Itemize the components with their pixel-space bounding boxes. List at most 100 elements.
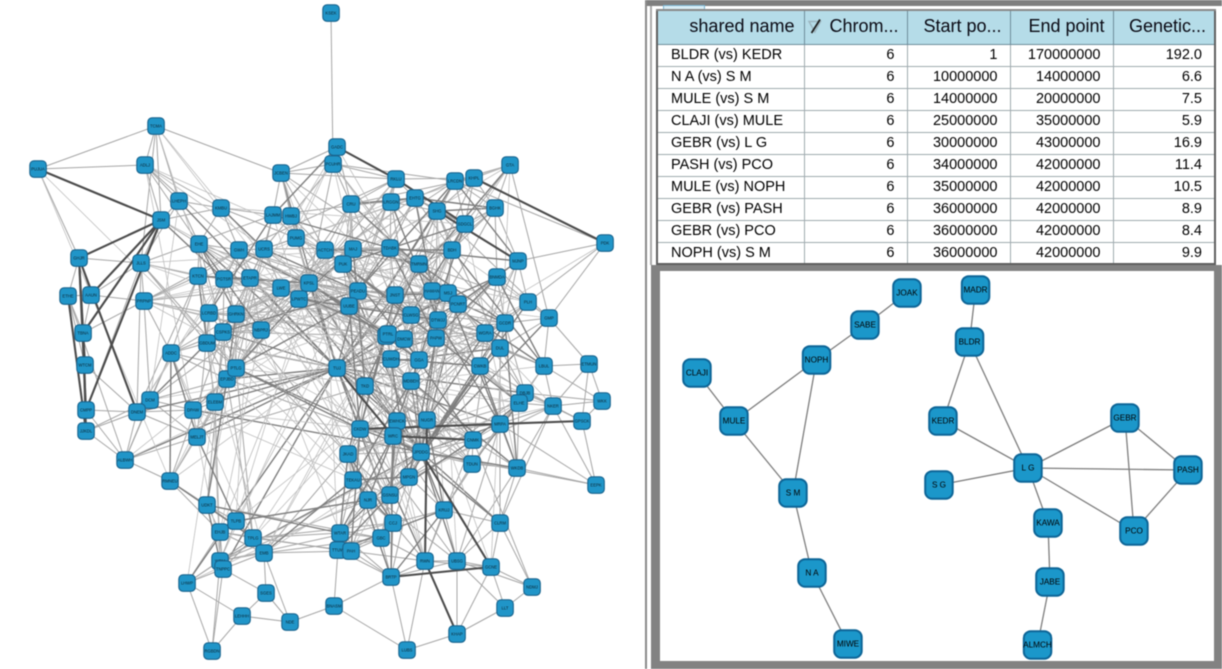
svg-text:DMCW: DMCW [397, 337, 411, 342]
svg-text:SDGCL: SDGCL [458, 222, 473, 227]
svg-text:PAPW: PAPW [430, 336, 442, 341]
svg-text:WTCM: WTCM [78, 363, 92, 368]
svg-text:WKK: WKK [597, 399, 607, 404]
svg-text:GTA: GTA [506, 163, 515, 168]
svg-text:ELEBM: ELEBM [208, 400, 223, 405]
svg-text:ETAPR: ETAPR [243, 276, 257, 281]
svg-text:GADC: GADC [331, 145, 343, 150]
svg-text:PCUHR: PCUHR [326, 162, 341, 167]
svg-text:AAUN: AAUN [85, 293, 97, 298]
svg-text:TEKAU: TEKAU [346, 478, 360, 483]
svg-text:CLAJI: CLAJI [686, 369, 708, 378]
svg-text:TBNA: TBNA [77, 331, 88, 336]
svg-text:SGES: SGES [260, 591, 272, 596]
svg-text:CRU: CRU [346, 202, 355, 207]
svg-text:RKLU: RKLU [390, 177, 401, 182]
svg-text:GPSCK: GPSCK [575, 419, 590, 424]
svg-text:UUBE: UUBE [343, 304, 355, 309]
svg-text:WTAR: WTAR [334, 531, 346, 536]
svg-text:LRCDN: LRCDN [448, 179, 462, 184]
svg-text:GMP: GMP [544, 316, 554, 321]
svg-text:JNST: JNST [390, 293, 401, 298]
svg-text:KEDR: KEDR [932, 417, 955, 426]
svg-text:PTRL: PTRL [383, 332, 394, 337]
svg-text:LHEPH: LHEPH [172, 199, 186, 204]
svg-text:LHWP: LHWP [181, 581, 193, 586]
svg-text:LWE: LWE [277, 286, 286, 291]
svg-text:NKER: NKER [547, 404, 559, 409]
svg-text:UCRS: UCRS [258, 247, 270, 252]
svg-text:LBUL: LBUL [539, 364, 550, 369]
svg-text:TMRMN: TMRMN [411, 262, 427, 267]
svg-text:KSEK: KSEK [325, 11, 336, 16]
svg-text:NOPH: NOPH [805, 356, 829, 365]
svg-text:MELJT: MELJT [190, 435, 204, 440]
svg-text:JLLS: JLLS [136, 261, 146, 266]
svg-text:GSNSU: GSNSU [383, 493, 398, 498]
svg-text:MULE: MULE [723, 417, 746, 426]
svg-text:DPAW: DPAW [187, 408, 199, 413]
svg-text:WGRA: WGRA [478, 331, 491, 336]
svg-text:PASH: PASH [1177, 466, 1199, 475]
svg-text:PLH: PLH [524, 300, 532, 305]
svg-text:PUJUA: PUJUA [31, 167, 45, 172]
svg-text:EHJB: EHJB [215, 530, 226, 535]
svg-text:EMB: EMB [259, 551, 268, 556]
svg-text:SHG: SHG [432, 209, 441, 214]
svg-text:MAJ: MAJ [349, 247, 357, 252]
svg-text:JKAD: JKAD [343, 452, 354, 457]
svg-text:UBSG: UBSG [451, 559, 463, 564]
svg-text:DNEM: DNEM [131, 410, 144, 415]
svg-text:HAMAN: HAMAN [424, 289, 439, 294]
svg-text:LCRBD: LCRBD [202, 311, 216, 316]
svg-text:LUBS: LUBS [402, 648, 413, 653]
svg-text:NDMJ: NDMJ [526, 585, 538, 590]
svg-text:ETMUN: ETMUN [582, 362, 597, 367]
svg-text:DTWJJ: DTWJJ [431, 318, 445, 323]
svg-text:TDABK: TDABK [383, 246, 397, 251]
svg-text:PEADU: PEADU [351, 289, 365, 294]
svg-text:KRUJ: KRUJ [439, 508, 450, 513]
svg-text:N A: N A [805, 569, 819, 578]
svg-text:EHE: EHE [195, 242, 204, 247]
svg-text:CUWDH: CUWDH [383, 357, 399, 362]
svg-text:CLWSG: CLWSG [403, 313, 418, 318]
svg-text:DBJB: DBJB [520, 391, 531, 396]
svg-text:MIWE: MIWE [837, 640, 860, 649]
svg-text:BDH: BDH [448, 248, 457, 253]
svg-text:JSM: JSM [157, 218, 166, 223]
svg-text:BRTP: BRTP [385, 575, 396, 580]
svg-text:CWKB: CWKB [474, 364, 487, 369]
svg-text:S G: S G [932, 481, 946, 490]
svg-text:PGTSR: PGTSR [217, 277, 231, 282]
svg-text:ACTCH: ACTCH [318, 248, 332, 253]
svg-text:EEPK: EEPK [590, 483, 601, 488]
svg-text:LRGGN: LRGGN [384, 200, 399, 205]
svg-text:NDE: NDE [286, 620, 295, 625]
svg-text:TCMA: TCMA [150, 124, 162, 129]
svg-text:CMPP: CMPP [80, 408, 92, 413]
svg-text:MSJ: MSJ [444, 291, 452, 296]
svg-text:RMNEU: RMNEU [162, 479, 177, 484]
svg-text:LLT: LLT [502, 606, 509, 611]
svg-text:ALBWH: ALBWH [118, 458, 133, 463]
svg-text:NBPRJ: NBPRJ [254, 328, 268, 333]
svg-text:WRC: WRC [388, 434, 398, 439]
svg-text:PDK: PDK [601, 241, 610, 246]
svg-text:RGBDN: RGBDN [204, 649, 219, 654]
svg-text:JOAK: JOAK [896, 289, 918, 298]
svg-text:RWN: RWN [420, 559, 430, 564]
svg-text:LEHHH: LEHHH [235, 614, 249, 619]
svg-text:DUL: DUL [496, 346, 505, 351]
svg-text:LPWTC: LPWTC [292, 297, 307, 302]
svg-text:GCNE: GCNE [485, 565, 497, 570]
svg-text:JPDDG: JPDDG [414, 450, 428, 455]
svg-text:BGHK: BGHK [489, 206, 501, 211]
svg-text:ETHE: ETHE [62, 294, 73, 299]
svg-text:MRPA: MRPA [494, 422, 506, 427]
svg-text:KPSL: KPSL [304, 281, 315, 286]
svg-text:TTUW: TTUW [332, 548, 344, 553]
svg-text:WKDB: WKDB [511, 466, 524, 471]
svg-text:KAWA: KAWA [1036, 519, 1060, 528]
svg-text:GHRKN: GHRKN [228, 312, 243, 317]
